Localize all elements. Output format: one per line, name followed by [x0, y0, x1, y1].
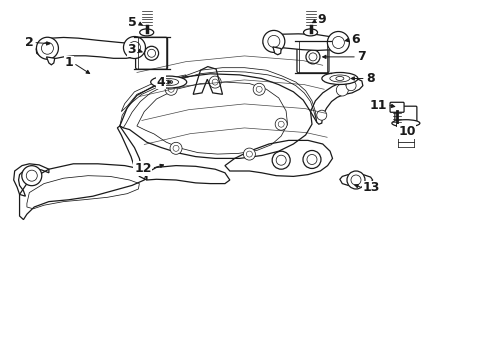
Text: 11: 11 [369, 99, 386, 112]
FancyBboxPatch shape [389, 102, 403, 112]
Ellipse shape [150, 76, 186, 88]
Ellipse shape [321, 72, 357, 85]
Circle shape [336, 84, 347, 96]
Text: 10: 10 [397, 125, 415, 138]
Ellipse shape [140, 29, 153, 36]
FancyBboxPatch shape [135, 37, 167, 69]
Text: 13: 13 [362, 181, 380, 194]
Circle shape [346, 171, 364, 189]
Polygon shape [272, 47, 281, 55]
Circle shape [123, 36, 145, 59]
Circle shape [165, 83, 177, 95]
Circle shape [303, 150, 320, 168]
Circle shape [170, 142, 182, 154]
FancyBboxPatch shape [296, 41, 328, 73]
Circle shape [144, 46, 158, 60]
Text: 9: 9 [317, 13, 326, 26]
Text: 4: 4 [156, 76, 165, 89]
Circle shape [275, 118, 286, 130]
Text: 12: 12 [134, 162, 151, 175]
Circle shape [346, 81, 355, 91]
Circle shape [22, 166, 41, 186]
Polygon shape [36, 37, 144, 58]
Polygon shape [46, 57, 55, 65]
Text: 7: 7 [356, 50, 365, 63]
Text: 3: 3 [127, 43, 136, 56]
Ellipse shape [391, 120, 419, 127]
Circle shape [253, 83, 264, 95]
FancyBboxPatch shape [394, 106, 416, 124]
Circle shape [243, 148, 255, 160]
Circle shape [327, 31, 348, 54]
Text: 5: 5 [128, 16, 137, 29]
Circle shape [316, 110, 326, 120]
Polygon shape [339, 174, 372, 186]
Polygon shape [263, 34, 346, 50]
Circle shape [209, 76, 221, 88]
Circle shape [263, 30, 284, 53]
Ellipse shape [303, 29, 317, 36]
Text: 1: 1 [64, 57, 73, 69]
Text: 8: 8 [365, 72, 374, 85]
Text: 6: 6 [350, 33, 359, 46]
Text: 2: 2 [24, 36, 33, 49]
Circle shape [305, 50, 319, 64]
Circle shape [37, 37, 58, 59]
Circle shape [272, 151, 289, 169]
